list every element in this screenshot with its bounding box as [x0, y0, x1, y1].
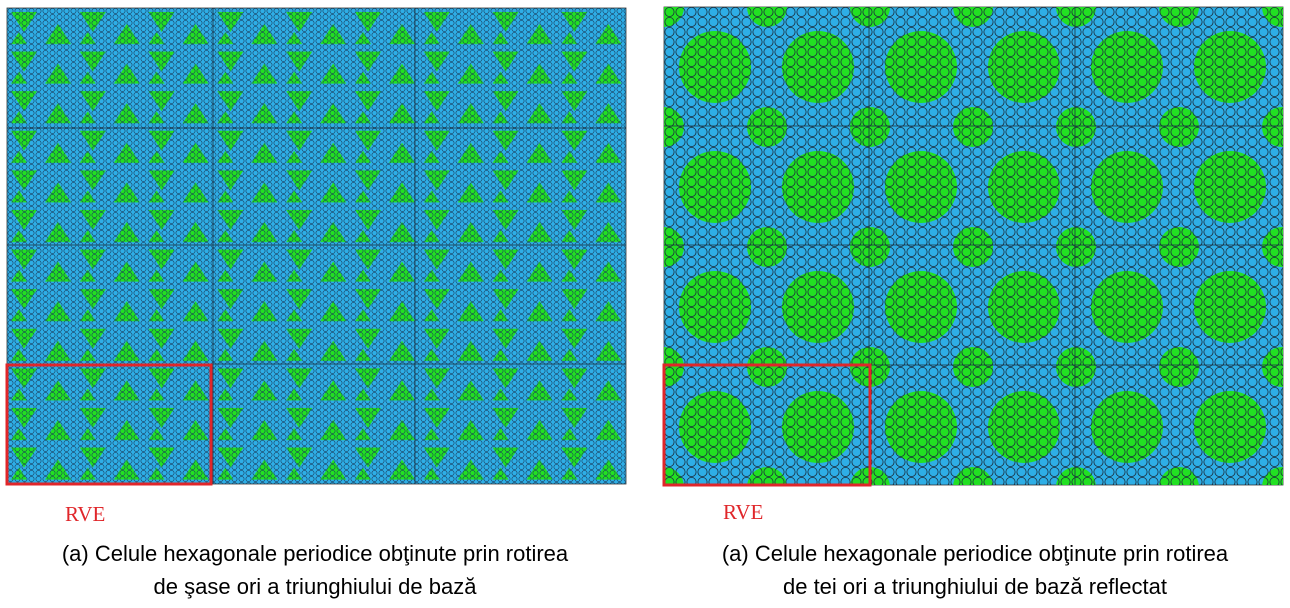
rve-label: RVE [65, 502, 105, 526]
panel-right [664, 7, 1283, 485]
caption-line: de şase ori a triunghiului de bază [154, 574, 478, 599]
figure: RVE RVE (a) Celule hexagonale periodice … [0, 0, 1290, 608]
caption-line: (a) Celule hexagonale periodice obţinute… [62, 541, 569, 566]
caption-line: de tei ori a triunghiului de bază reflec… [783, 574, 1167, 599]
rve-label: RVE [723, 500, 763, 524]
caption-line: (a) Celule hexagonale periodice obţinute… [722, 541, 1229, 566]
panel-left [7, 8, 626, 484]
